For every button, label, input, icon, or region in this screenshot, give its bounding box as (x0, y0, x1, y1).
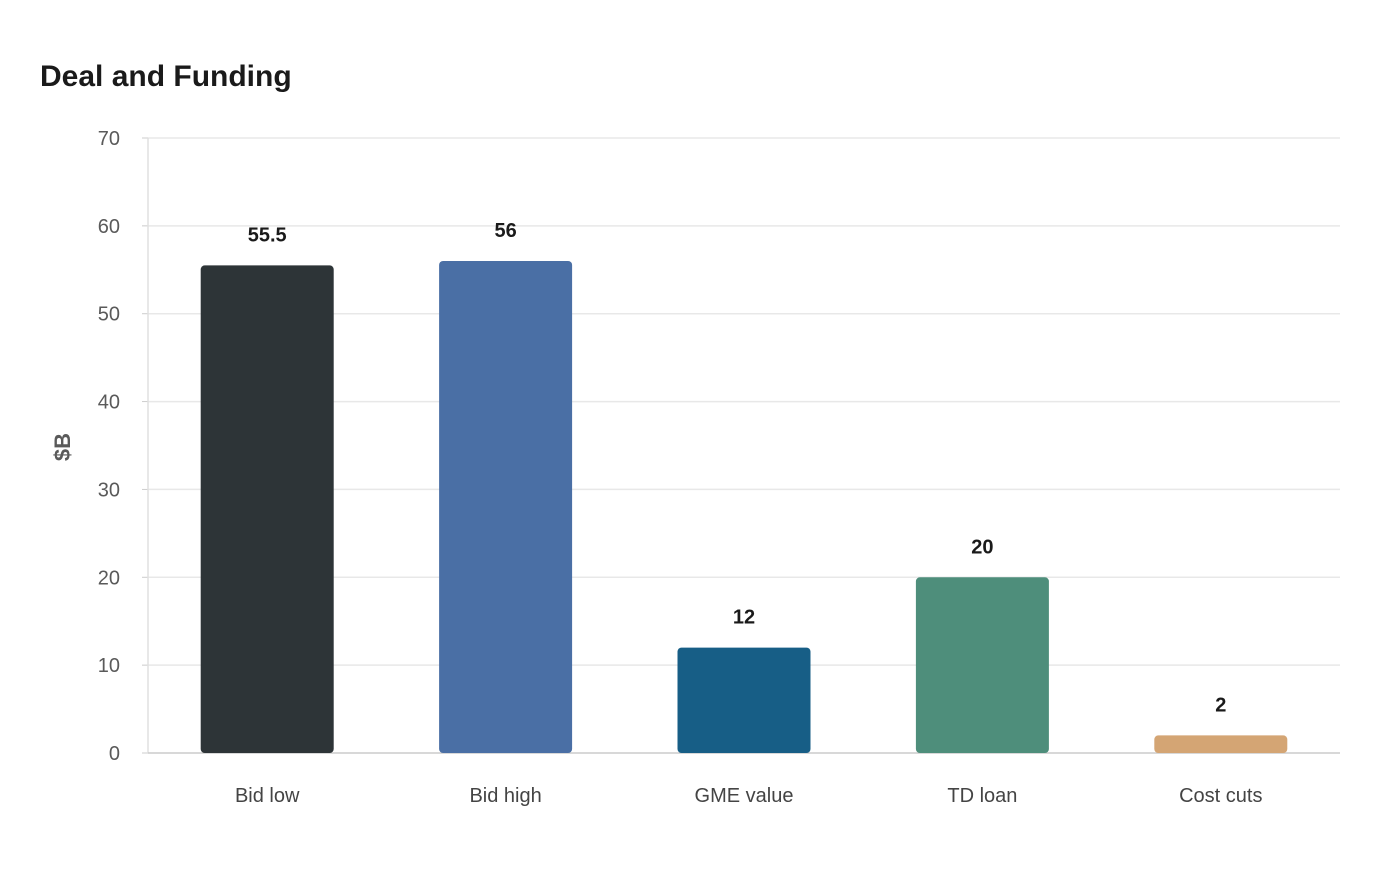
bar-bid-high (439, 261, 573, 753)
y-tick-label: 20 (98, 567, 120, 589)
x-tick-label: Cost cuts (1179, 785, 1262, 807)
bar-bid-low (200, 265, 334, 753)
x-tick-label: TD loan (947, 785, 1017, 807)
y-tick-label: 10 (98, 655, 120, 677)
y-tick-labels: 0 10 20 30 40 50 60 70 (98, 128, 120, 765)
x-tick-label: GME value (695, 785, 794, 807)
data-labels: 55.5 56 12 20 2 (248, 220, 1227, 716)
y-tick-label: 70 (98, 128, 120, 150)
y-axis-title: $B (50, 433, 75, 461)
data-label: 2 (1215, 694, 1226, 716)
bars (200, 261, 1288, 753)
x-tick-labels: Bid low Bid high GME value TD loan Cost cuts (235, 785, 1263, 807)
y-tick-label: 60 (98, 216, 120, 238)
data-label: 20 (971, 536, 993, 558)
bar-cost-cuts (1154, 735, 1288, 753)
y-tick-label: 40 (98, 392, 120, 414)
chart-title: Deal and Funding (40, 60, 292, 93)
x-tick-label: Bid low (235, 785, 300, 807)
bar-td-loan (915, 577, 1049, 753)
gridlines (148, 137, 1340, 666)
data-label: 56 (494, 220, 516, 242)
x-tick-label: Bid high (469, 785, 541, 807)
y-tick-label: 0 (109, 743, 120, 765)
data-label: 12 (733, 607, 755, 629)
data-label: 55.5 (248, 224, 287, 246)
bar-gme-value (677, 647, 811, 753)
y-tick-label: 50 (98, 304, 120, 326)
y-tick-label: 30 (98, 479, 120, 501)
